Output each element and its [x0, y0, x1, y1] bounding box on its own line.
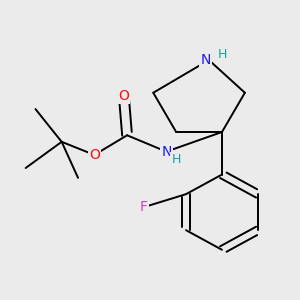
Text: N: N	[200, 53, 211, 67]
Text: N: N	[161, 145, 172, 159]
Text: H: H	[218, 48, 227, 61]
Text: H: H	[172, 153, 181, 166]
Text: O: O	[89, 148, 100, 162]
Text: O: O	[118, 89, 129, 103]
Text: F: F	[140, 200, 148, 214]
